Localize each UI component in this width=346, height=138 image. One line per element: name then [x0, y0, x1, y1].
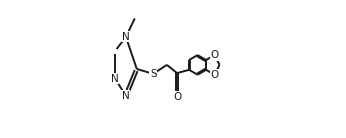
Text: O: O: [210, 50, 219, 60]
Text: O: O: [173, 92, 181, 102]
Text: N: N: [111, 74, 119, 84]
Text: N: N: [122, 91, 130, 101]
Text: N: N: [122, 32, 130, 42]
Text: S: S: [150, 69, 156, 79]
Text: O: O: [210, 70, 219, 80]
